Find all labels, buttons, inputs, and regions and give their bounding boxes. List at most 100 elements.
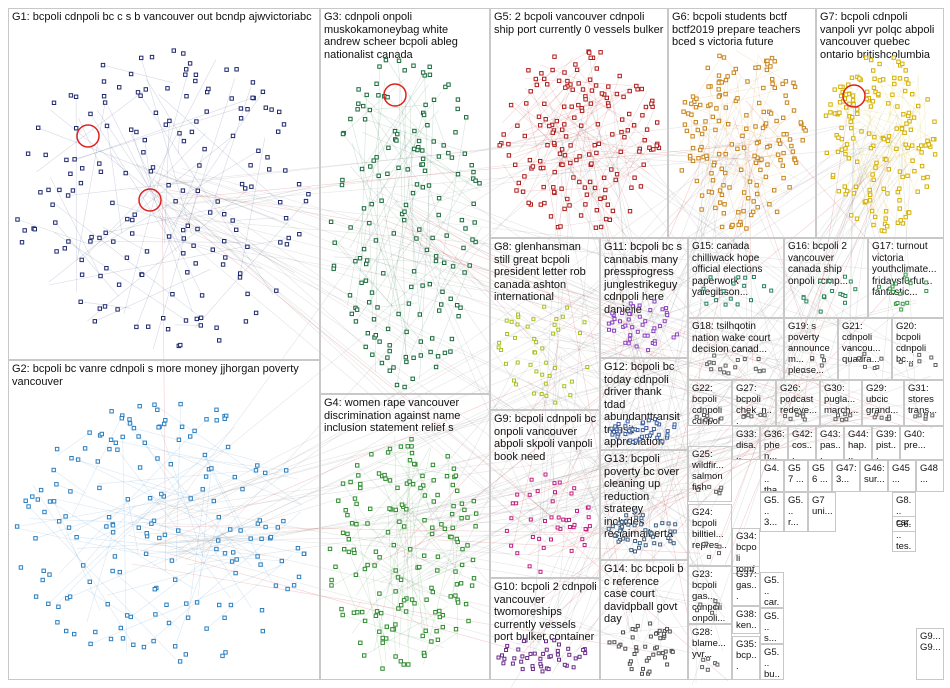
graph-node [35,497,40,502]
graph-node [717,200,723,205]
graph-node [429,639,434,644]
graph-node [746,196,751,201]
graph-node [391,542,397,548]
graph-edge [524,87,567,137]
graph-edge [713,64,768,139]
graph-node [735,146,740,152]
graph-node [568,160,573,166]
graph-node [141,150,146,155]
graph-node [427,282,433,287]
inter-group-edge [401,215,711,669]
graph-node [87,430,92,435]
graph-node [581,647,586,652]
graph-node [925,174,930,180]
graph-edge [387,131,417,329]
graph-node [106,515,112,520]
graph-node [623,432,628,436]
graph-node [470,557,476,563]
graph-node [504,361,508,366]
inter-group-edge [393,193,930,353]
graph-node [848,279,853,284]
graph-edge [348,551,390,650]
graph-node [612,328,617,333]
graph-node [188,496,193,501]
inter-group-edge [581,140,752,161]
graph-node [791,80,796,85]
graph-node [606,526,611,531]
graph-edge [82,505,136,566]
graph-node [577,654,582,659]
graph-node [97,161,102,166]
graph-node [152,402,157,407]
inter-group-edge [534,144,781,652]
graph-node [97,485,102,491]
graph-node [526,68,531,73]
graph-node [462,270,467,275]
graph-node [510,661,515,666]
graph-edge [608,85,632,188]
graph-edge [568,115,595,146]
graph-node [675,332,680,337]
inter-group-edge [708,134,724,350]
graph-node [62,246,67,251]
graph-node [412,128,417,134]
graph-node [281,518,286,524]
graph-edge [194,200,307,328]
graph-edge [90,113,178,253]
graph-node [555,525,560,530]
graph-node [377,64,382,69]
graph-edge [900,177,919,221]
graph-node [72,631,77,637]
inter-group-edge [529,156,734,625]
graph-node [843,151,848,157]
graph-node [428,349,433,355]
mini-group-label: G5... bu... [764,647,780,680]
group-box-g23: G23: bcpoli gas... cdnpoli onpoli... [688,566,732,624]
graph-edge [58,419,207,574]
graph-node [373,333,379,338]
graph-node [696,156,701,161]
graph-node [33,594,39,599]
graph-node [566,646,571,651]
graph-node [436,154,442,159]
graph-edge [743,147,799,181]
graph-node [679,168,684,173]
group-label-g29: G29: ubcic grand... [866,383,899,416]
graph-node [365,331,371,336]
graph-node [469,163,474,168]
graph-node [607,217,612,223]
graph-node [393,654,398,659]
graph-node [453,627,459,632]
graph-node [618,319,622,324]
graph-node [665,662,670,667]
mini-group-box: G42: cos... [788,426,816,460]
graph-node [98,169,104,175]
graph-node [744,113,749,118]
graph-node [459,516,464,521]
graph-node [626,522,631,527]
graph-node [394,382,400,388]
graph-node [647,145,652,150]
graph-edge [97,470,257,485]
graph-node [690,134,695,139]
graph-node [375,305,380,310]
graph-node [696,487,701,492]
graph-node [291,583,297,588]
graph-node [553,400,558,405]
graph-node [714,489,719,494]
graph-node [142,137,148,143]
graph-node [74,535,79,540]
graph-node [466,618,471,624]
graph-node [379,198,384,203]
graph-edge [579,80,631,212]
graph-node [364,92,369,98]
inter-group-edge [541,345,640,640]
graph-node [776,138,781,143]
graph-node [883,216,888,221]
graph-node [632,523,637,528]
graph-node [801,368,805,373]
graph-edge [406,251,459,363]
graph-node [109,409,114,414]
graph-node [879,356,884,361]
graph-node [640,513,645,518]
